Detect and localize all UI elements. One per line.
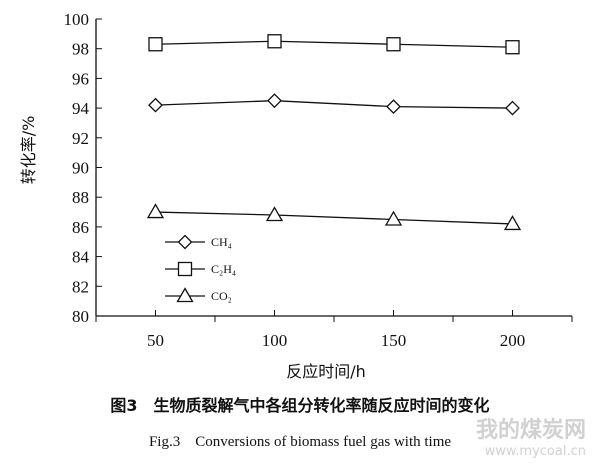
data-point-square	[267, 34, 282, 49]
y-tick-label: 82	[72, 277, 89, 296]
y-tick-label: 94	[72, 99, 90, 118]
watermark-text: 我的煤炭网	[475, 418, 586, 443]
x-tick-label: 200	[500, 331, 526, 350]
data-point-square	[386, 37, 401, 52]
y-tick-label: 84	[72, 248, 90, 267]
data-point-diamond	[148, 97, 163, 113]
series-line-diamond	[155, 100, 513, 109]
data-point-triangle	[146, 203, 165, 219]
line-chart: 80 82 84 86 88 90 92 94 96 98 100 50 100 150 200 CH₄ C₂…	[19, 10, 573, 381]
series-lines	[155, 40, 513, 225]
series-line-triangle	[155, 211, 513, 225]
legend-label: CH₄	[211, 235, 232, 249]
data-point-square	[505, 40, 520, 55]
y-tick-label: 86	[72, 218, 89, 237]
y-axis-label: 转化率/%	[19, 116, 38, 185]
data-point-diamond	[505, 100, 520, 116]
data-point-diamond	[267, 93, 282, 109]
x-tick-label: 100	[262, 331, 288, 350]
watermark: 我的煤炭网 www.mycoal.cn	[476, 412, 586, 459]
axes	[95, 18, 573, 322]
y-tick-label: 98	[72, 40, 89, 59]
legend-marker-triangle	[176, 287, 194, 303]
y-tick-label: 80	[72, 307, 89, 326]
data-point-triangle	[503, 215, 522, 231]
series-line-square	[155, 40, 513, 48]
y-tick-label: 100	[64, 10, 90, 29]
legend-marker-diamond	[177, 234, 193, 250]
y-tick-label: 90	[72, 159, 89, 178]
figure-caption-english: Fig.3 Conversions of biomass fuel gas wi…	[148, 434, 452, 450]
series-markers	[146, 34, 522, 231]
y-tick-label: 88	[72, 188, 89, 207]
legend-label: C₂H₄	[211, 262, 236, 276]
x-axis-label: 反应时间/h	[286, 362, 366, 381]
watermark-url: www.mycoal.cn	[484, 444, 586, 459]
data-point-square	[148, 37, 163, 52]
data-point-triangle	[265, 206, 284, 222]
x-tick-label: 50	[147, 331, 164, 350]
legend-marker-square	[177, 261, 193, 277]
tick-labels: 80 82 84 86 88 90 92 94 96 98 100 50 100 150 200	[64, 10, 526, 350]
figure-caption-chinese: 图3 生物质裂解气中各组分转化率随反应时间的变化	[110, 396, 490, 415]
legend: CH₄ C₂H₄ CO₂	[165, 234, 236, 303]
data-point-diamond	[386, 99, 401, 115]
y-tick-label: 96	[72, 69, 89, 88]
x-tick-label: 150	[381, 331, 407, 350]
data-point-triangle	[384, 210, 403, 226]
legend-label: CO₂	[211, 289, 232, 303]
y-tick-label: 92	[72, 129, 89, 148]
